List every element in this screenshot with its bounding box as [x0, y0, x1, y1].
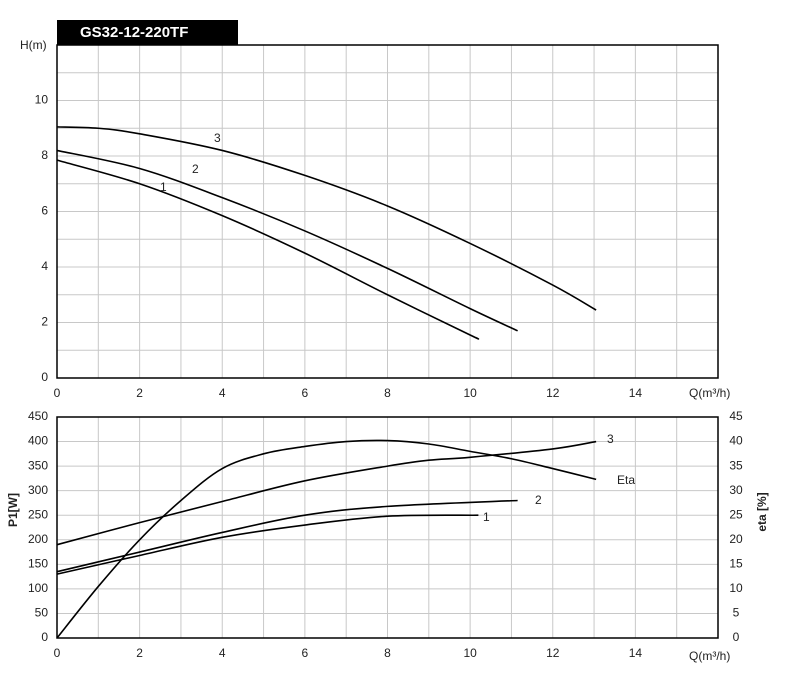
curve-label: 1	[160, 180, 167, 194]
y-tick-label: 300	[28, 483, 48, 497]
y2-tick-label: 45	[729, 409, 743, 423]
x-axis-title: Q(m³/h)	[689, 386, 730, 400]
x-tick-label: 10	[463, 646, 477, 660]
curve-label: Eta	[617, 473, 635, 487]
x-tick-label: 2	[136, 646, 143, 660]
y2-tick-label: 35	[729, 458, 743, 472]
y-tick-label: 100	[28, 581, 48, 595]
curve-label: 3	[607, 432, 614, 446]
curve-label: 1	[483, 510, 490, 524]
y-tick-label: 10	[35, 93, 49, 107]
y-tick-label: 4	[41, 259, 48, 273]
y2-tick-label: 25	[729, 507, 743, 521]
x-tick-label: 6	[302, 646, 309, 660]
y-tick-label: 200	[28, 532, 48, 546]
curve	[56, 499, 518, 573]
y-tick-label: 350	[28, 458, 48, 472]
x-tick-label: 12	[546, 646, 560, 660]
y-tick-label: 6	[41, 204, 48, 218]
y-tick-label: 2	[41, 315, 48, 329]
title-tab	[57, 20, 238, 45]
x-tick-label: 6	[302, 386, 309, 400]
y2-tick-label: 20	[729, 532, 743, 546]
y2-tick-label: 30	[729, 483, 743, 497]
x-tick-label: 4	[219, 646, 226, 660]
curve-label: 2	[192, 162, 199, 176]
x-tick-label: 4	[219, 386, 226, 400]
y-tick-label: 250	[28, 507, 48, 521]
x-tick-label: 0	[54, 646, 61, 660]
y-tick-label: 50	[35, 606, 49, 620]
curve	[56, 126, 597, 311]
chart-title: GS32-12-220TF	[80, 24, 188, 41]
x-tick-label: 2	[136, 386, 143, 400]
x-tick-label: 14	[629, 386, 643, 400]
plot-frame	[56, 416, 719, 639]
y-tick-label: 0	[41, 370, 48, 384]
y-tick-label: 400	[28, 434, 48, 448]
curve-label: 2	[535, 493, 542, 507]
curve	[56, 159, 480, 340]
y-axis-title: P1[W]	[6, 493, 20, 527]
y-tick-label: 0	[41, 630, 48, 644]
y-tick-label: 8	[41, 148, 48, 162]
x-axis-title: Q(m³/h)	[689, 649, 730, 663]
curve-label: 3	[214, 131, 221, 145]
x-tick-label: 8	[384, 646, 391, 660]
y2-tick-label: 5	[733, 606, 740, 620]
y2-tick-label: 10	[729, 581, 743, 595]
x-tick-label: 12	[546, 386, 560, 400]
y2-tick-label: 0	[733, 630, 740, 644]
x-tick-label: 8	[384, 386, 391, 400]
y-tick-label: 450	[28, 409, 48, 423]
x-tick-label: 14	[629, 646, 643, 660]
y-axis-title: H(m)	[20, 38, 47, 52]
plot-frame	[56, 44, 719, 379]
y-tick-label: 150	[28, 557, 48, 571]
curve	[56, 514, 479, 575]
x-tick-label: 0	[54, 386, 61, 400]
y2-tick-label: 15	[729, 557, 743, 571]
y2-tick-label: 40	[729, 434, 743, 448]
curve	[56, 149, 518, 332]
curve	[56, 440, 597, 546]
y2-axis-title: eta [%]	[755, 492, 769, 531]
x-tick-label: 10	[463, 386, 477, 400]
curve	[56, 439, 597, 639]
